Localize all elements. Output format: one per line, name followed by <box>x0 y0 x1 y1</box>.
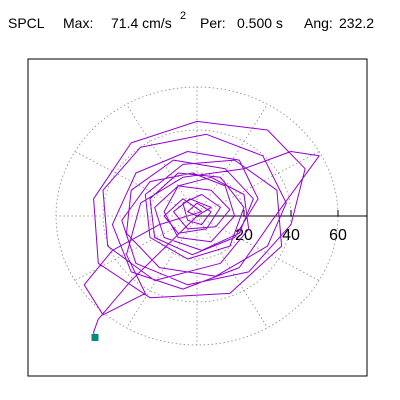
plot-frame <box>27 58 368 377</box>
x-tick-label: 40 <box>282 227 300 244</box>
angle-value: 232.2 <box>339 15 375 31</box>
motion-trace-group <box>83 120 320 338</box>
motion-trace <box>83 120 320 338</box>
max-value: 71.4 cm/s <box>111 15 172 31</box>
end-marker <box>91 333 99 341</box>
x-axis: 20 40 60 <box>197 210 367 244</box>
period-label: Per: <box>200 15 226 31</box>
grid-spoke <box>196 215 268 328</box>
period-value: 0.500 s <box>237 15 283 31</box>
grid-spoke <box>74 215 198 281</box>
angle-label: Ang: <box>304 15 333 31</box>
grid-spoke <box>196 215 320 281</box>
end-marker-group <box>91 333 99 341</box>
max-unit-exponent: 2 <box>180 10 187 22</box>
grid-spoke <box>74 151 198 217</box>
x-tick-label: 60 <box>329 227 347 244</box>
chart-header: SPCL Max: 71.4 cm/s 2 Per: 0.500 s Ang: … <box>0 0 400 44</box>
max-label: Max: <box>63 15 94 31</box>
station-code: SPCL <box>8 15 45 31</box>
grid-spoke <box>196 151 320 217</box>
